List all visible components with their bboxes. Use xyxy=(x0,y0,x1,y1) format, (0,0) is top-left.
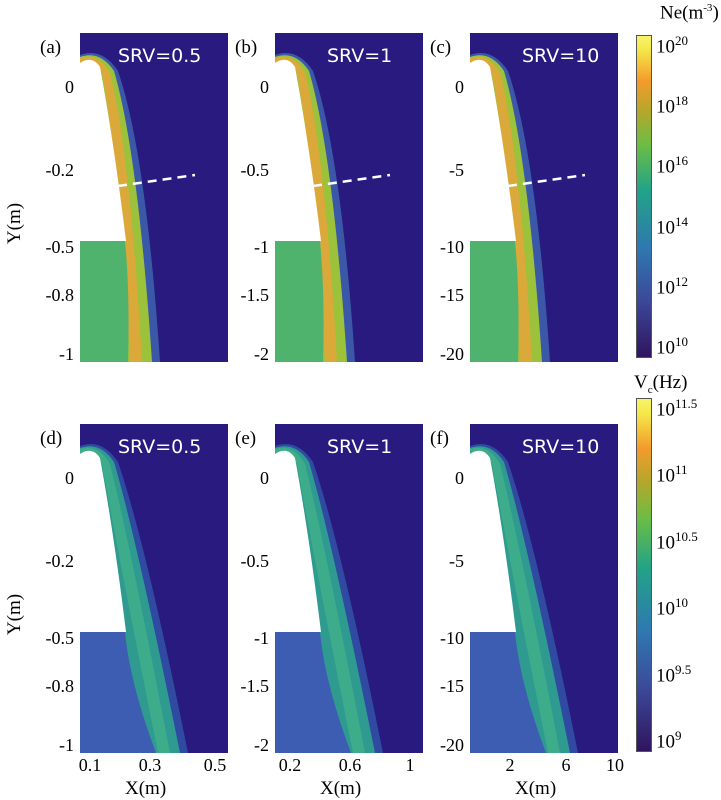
colorbar-tick-label: 1012 xyxy=(656,273,688,299)
y-tick-label: -15 xyxy=(440,285,464,305)
plot-panel xyxy=(275,33,423,362)
plot-panel xyxy=(80,424,228,753)
srv-annotation: SRV=1 xyxy=(327,436,393,458)
y-tick-label: 0 xyxy=(455,77,464,97)
x-tick-label: 10 xyxy=(606,755,624,775)
wake-region xyxy=(470,632,546,753)
colorbar-tick-label: 109.5 xyxy=(656,661,692,686)
panel-label: (a) xyxy=(40,37,62,58)
y-tick-label: -2 xyxy=(254,735,269,755)
wake-region xyxy=(470,241,519,362)
y-tick-label: -1.5 xyxy=(240,676,270,696)
y-axis-label: Y(m) xyxy=(4,202,26,245)
y-tick-label: -0.8 xyxy=(45,676,75,696)
y-tick-label: -0.8 xyxy=(45,285,75,305)
y-tick-label: 0 xyxy=(455,468,464,488)
plot-panel xyxy=(470,33,618,362)
colorbar-tick-label: 1010.5 xyxy=(656,528,698,554)
y-tick-label: 0 xyxy=(65,77,74,97)
srv-annotation: SRV=10 xyxy=(522,436,600,458)
y-tick-label: -5 xyxy=(449,160,464,180)
srv-annotation: SRV=0.5 xyxy=(118,45,202,67)
colorbar-tick-label: 1010 xyxy=(656,595,688,620)
x-tick-label: 6 xyxy=(561,755,571,775)
y-tick-label: 0 xyxy=(65,468,74,488)
y-tick-label: -15 xyxy=(440,676,464,696)
colorbar-tick-label: 1020 xyxy=(656,33,688,58)
panel-label: (e) xyxy=(235,428,257,449)
y-tick-label: -1 xyxy=(254,628,269,648)
vehicle-body xyxy=(470,59,516,241)
colorbar-tick-label: 1011.5 xyxy=(656,396,698,421)
y-tick-label: -1.5 xyxy=(240,285,270,305)
y-tick-label: -2 xyxy=(254,344,269,364)
colorbar-tick-label: 1011 xyxy=(656,462,688,487)
vehicle-body xyxy=(80,59,126,241)
y-tick-label: -0.5 xyxy=(45,237,75,257)
x-tick-label: 1 xyxy=(405,755,415,775)
y-tick-label: -20 xyxy=(440,735,464,755)
panel-label: (d) xyxy=(40,428,63,449)
x-axis-label: X(m) xyxy=(515,778,557,799)
y-tick-label: -20 xyxy=(440,344,464,364)
y-tick-label: -0.5 xyxy=(240,551,270,571)
y-tick-label: -0.2 xyxy=(45,160,75,180)
shock-peak xyxy=(275,447,365,753)
x-axis-label: X(m) xyxy=(125,778,167,799)
x-tick-label: 2 xyxy=(505,755,515,775)
x-axis-label: X(m) xyxy=(320,778,362,799)
colorbar-tick-label: 109 xyxy=(656,728,682,753)
wake-region xyxy=(80,241,129,362)
y-tick-label: -1 xyxy=(59,735,74,755)
vehicle-body xyxy=(470,450,516,632)
y-tick-label: -0.5 xyxy=(45,628,75,648)
panel-label: (b) xyxy=(235,37,258,58)
plot-panel xyxy=(80,33,228,362)
colorbar-tick-label: 1014 xyxy=(656,213,688,238)
colorbar xyxy=(636,35,652,358)
vehicle-body xyxy=(275,59,321,241)
srv-annotation: SRV=0.5 xyxy=(118,436,202,458)
dashed-line xyxy=(312,173,391,188)
y-tick-label: -10 xyxy=(440,628,464,648)
x-tick-label: 0.2 xyxy=(278,755,302,775)
y-tick-label: -5 xyxy=(449,551,464,571)
srv-annotation: SRV=10 xyxy=(522,45,600,67)
colorbar-title: Ne(m-3) xyxy=(660,2,719,24)
colorbar-title: Vc(Hz) xyxy=(634,372,688,396)
x-tick-label: 0.6 xyxy=(338,755,362,775)
shock-peak xyxy=(80,447,170,753)
vehicle-body xyxy=(275,450,321,632)
x-tick-label: 0.5 xyxy=(203,755,227,775)
y-tick-label: -0.5 xyxy=(240,160,270,180)
plot-panel xyxy=(470,424,618,753)
plot-panel xyxy=(275,424,423,753)
panel-label: (f) xyxy=(430,428,449,449)
y-tick-label: -10 xyxy=(440,237,464,257)
y-tick-label: 0 xyxy=(260,468,269,488)
dashed-line xyxy=(507,173,586,188)
dashed-line xyxy=(117,173,196,188)
colorbar-tick-label: 1016 xyxy=(656,153,688,178)
vehicle-body xyxy=(80,450,126,632)
x-tick-label: 0.3 xyxy=(138,755,162,775)
colorbar-tick-label: 1018 xyxy=(656,93,688,118)
y-axis-label: Y(m) xyxy=(4,593,26,636)
y-tick-label: -0.2 xyxy=(45,551,75,571)
wake-region xyxy=(275,241,324,362)
x-tick-label: 0.1 xyxy=(78,755,102,775)
wake-region xyxy=(80,632,156,753)
wake-region xyxy=(275,632,351,753)
panel-label: (c) xyxy=(430,37,452,58)
colorbar-tick-label: 1010 xyxy=(656,334,688,359)
shock-peak xyxy=(470,447,560,753)
y-tick-label: -1 xyxy=(59,344,74,364)
y-tick-label: 0 xyxy=(260,77,269,97)
srv-annotation: SRV=1 xyxy=(327,45,393,67)
y-tick-label: -1 xyxy=(254,237,269,257)
colorbar xyxy=(636,398,652,752)
